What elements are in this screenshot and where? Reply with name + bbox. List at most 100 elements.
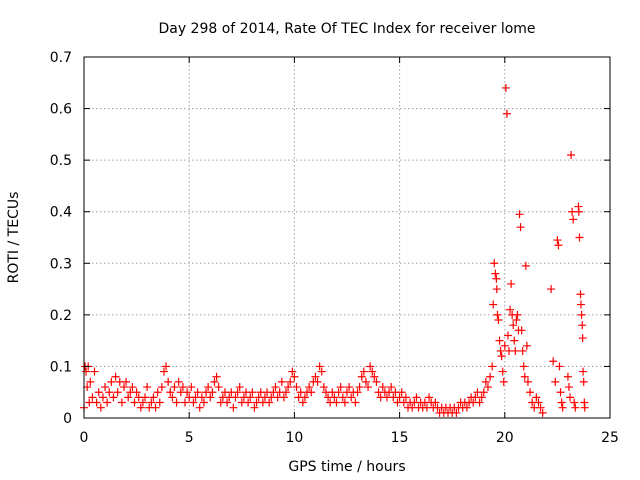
y-tick-label: 0 (63, 411, 72, 427)
data-point (246, 393, 255, 402)
data-point (359, 367, 368, 376)
data-point (579, 367, 588, 376)
data-point (180, 398, 189, 407)
data-point (493, 310, 502, 319)
data-point (507, 279, 516, 288)
data-point (551, 377, 560, 386)
data-point (332, 398, 341, 407)
data-point (575, 233, 584, 242)
data-point (168, 393, 177, 402)
data-point (452, 408, 461, 417)
data-point (231, 393, 240, 402)
data-point (284, 383, 293, 392)
data-point (579, 377, 588, 386)
data-point (313, 377, 322, 386)
data-point (569, 215, 578, 224)
data-point (233, 388, 242, 397)
y-axis-label: ROTI / TECUs (6, 192, 22, 284)
data-point (511, 346, 520, 355)
data-point (286, 377, 295, 386)
data-point (532, 393, 541, 402)
data-point (290, 372, 299, 381)
data-point (578, 321, 587, 330)
x-tick-label: 25 (601, 430, 619, 446)
data-point (520, 372, 529, 381)
data-point (336, 383, 345, 392)
data-point (513, 310, 522, 319)
data-point (506, 305, 515, 314)
data-point (300, 393, 309, 402)
data-point (199, 398, 208, 407)
data-point (86, 377, 95, 386)
data-point (475, 398, 484, 407)
data-point (491, 269, 500, 278)
data-point (279, 393, 288, 402)
data-point (578, 334, 587, 343)
data-point (378, 383, 387, 392)
y-tick-label: 0.4 (50, 205, 72, 221)
data-point (477, 393, 486, 402)
data-point (189, 398, 198, 407)
x-tick-label: 5 (185, 430, 194, 446)
data-point (501, 83, 510, 92)
data-point (518, 346, 527, 355)
data-point (172, 398, 181, 407)
data-point (166, 388, 175, 397)
data-point (214, 383, 223, 392)
y-tick-label: 0.7 (50, 50, 72, 66)
data-point (319, 383, 328, 392)
data-point (345, 383, 354, 392)
data-point (85, 398, 94, 407)
data-point (497, 352, 506, 361)
data-point (92, 398, 101, 407)
data-point (147, 398, 156, 407)
data-point (355, 383, 364, 392)
axis-ticks: 0 5 10 15 20 25 0 0.1 0.2 0.3 0.4 0.5 0.6 0.7 (50, 50, 619, 446)
data-point (368, 367, 377, 376)
data-point (204, 383, 213, 392)
data-point (492, 274, 501, 283)
data-point (107, 377, 116, 386)
data-point (536, 403, 545, 412)
data-point (109, 393, 118, 402)
data-point (570, 398, 579, 407)
data-point (292, 383, 301, 392)
data-point (556, 388, 565, 397)
data-point (347, 393, 356, 402)
data-point (397, 388, 406, 397)
data-point (151, 403, 160, 412)
data-point (334, 388, 343, 397)
data-point (366, 362, 375, 371)
data-point (130, 398, 139, 407)
data-point (117, 398, 126, 407)
data-point (162, 362, 171, 371)
data-point (526, 388, 535, 397)
data-point (503, 331, 512, 340)
data-point (197, 393, 206, 402)
data-point (277, 377, 286, 386)
data-point (141, 393, 150, 402)
y-tick-label: 0.1 (50, 359, 72, 375)
data-point (481, 377, 490, 386)
data-point (250, 403, 259, 412)
data-point (138, 398, 147, 407)
data-point (353, 388, 362, 397)
data-points (80, 83, 589, 417)
y-tick-label: 0.3 (50, 256, 72, 272)
data-point (563, 372, 572, 381)
data-point (523, 377, 532, 386)
data-point (492, 285, 501, 294)
data-point (498, 367, 507, 376)
data-point (212, 372, 221, 381)
data-point (311, 372, 320, 381)
data-point (94, 388, 103, 397)
y-tick-label: 0.2 (50, 308, 72, 324)
x-tick-label: 20 (496, 430, 514, 446)
data-point (500, 341, 509, 350)
data-point (522, 341, 531, 350)
data-point (183, 388, 192, 397)
data-point (372, 377, 381, 386)
data-point (554, 241, 563, 250)
data-point (576, 300, 585, 309)
data-point (164, 377, 173, 386)
